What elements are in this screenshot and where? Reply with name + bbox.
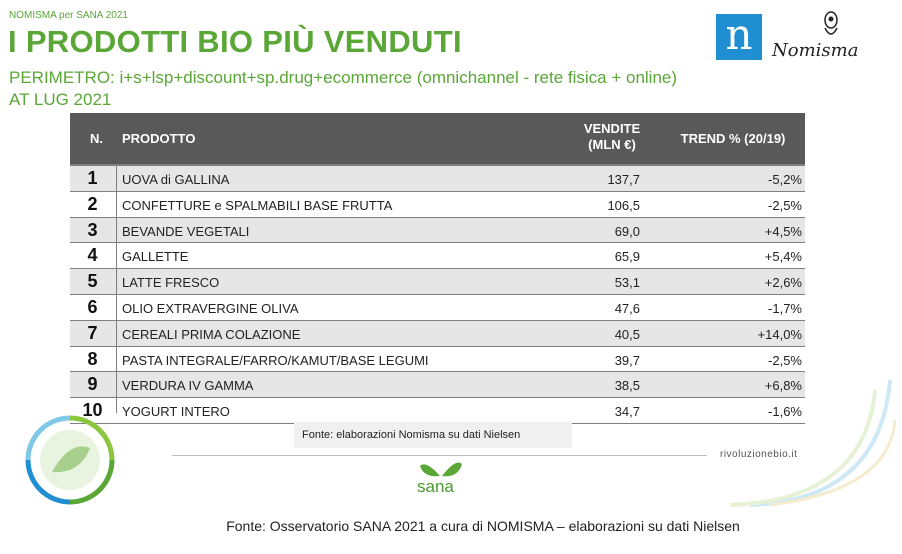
row-product: UOVA di GALLINA [122, 172, 230, 187]
row-product: OLIO EXTRAVERGINE OLIVA [122, 300, 299, 316]
nomisma-logo-word: Nomisma [772, 40, 859, 61]
row-product: GALLETTE [122, 249, 189, 265]
footer-source: Fonte: Osservatorio SANA 2021 a cura di … [226, 518, 740, 534]
table-row: 10 YOGURT INTERO 34,7 -1,6% [70, 398, 805, 424]
row-rank: 3 [87, 219, 98, 240]
table-row: 3 BEVANDE VEGETALI 69,0 +4,5% [70, 217, 805, 244]
row-sales: 137,7 [607, 172, 640, 187]
row-trend: -1,6% [768, 404, 802, 420]
row-trend: -5,2% [768, 172, 802, 187]
table-row: 4 GALLETTE 65,9 +5,4% [70, 243, 805, 270]
source-box: Fonte: elaborazioni Nomisma su dati Niel… [294, 422, 572, 448]
sana-leaf-icon [420, 462, 462, 477]
decorative-swoosh-icon [729, 379, 897, 507]
subtitle-perimeter: PERIMETRO: i+s+lsp+discount+sp.drug+ecom… [9, 68, 678, 87]
table-row: 6 OLIO EXTRAVERGINE OLIVA 47,6 -1,7% [70, 294, 805, 321]
row-sales: 106,5 [607, 197, 640, 213]
row-trend: -2,5% [768, 352, 802, 368]
row-trend: +4,5% [764, 223, 802, 239]
row-trend: -1,7% [768, 300, 802, 316]
row-product: PASTA INTEGRALE/FARRO/KAMUT/BASE LEGUMI [122, 352, 429, 368]
table-row: 8 PASTA INTEGRALE/FARRO/KAMUT/BASE LEGUMI… [70, 346, 805, 373]
crest-icon [824, 11, 838, 35]
row-trend: +6,8% [764, 378, 802, 394]
row-rank: 2 [87, 193, 98, 214]
header-product: PRODOTTO [122, 131, 196, 146]
row-product: LATTE FRESCO [122, 275, 220, 291]
row-trend: +14,0% [757, 326, 802, 342]
header-sales: VENDITE (MLN €) [570, 121, 654, 153]
subtitle: PERIMETRO: i+s+lsp+discount+sp.drug+ecom… [9, 67, 809, 111]
site-label: rivoluzionebio.it [720, 449, 798, 460]
row-rank: 1 [87, 168, 98, 188]
table-row: 2 CONFETTURE e SPALMABILI BASE FRUTTA 106,… [70, 191, 805, 218]
row-trend: +5,4% [764, 249, 802, 265]
row-rank: 7 [87, 322, 98, 343]
table-row: 9 VERDURA IV GAMMA 38,5 +6,8% [70, 372, 805, 399]
row-rank: 8 [87, 348, 98, 369]
row-sales: 53,1 [614, 275, 640, 291]
row-sales: 34,7 [614, 404, 640, 420]
row-rank: 5 [87, 271, 98, 292]
row-rank: 4 [87, 245, 98, 266]
row-sales: 39,7 [614, 352, 640, 368]
sana-logo-word: sana [417, 477, 454, 496]
table-body: 1 UOVA di GALLINA 137,7 -5,2% 2 CONFETTURE e … [70, 166, 805, 424]
row-product: CONFETTURE e SPALMABILI BASE FRUTTA [122, 197, 393, 213]
table-header: N. PRODOTTO VENDITE (MLN €) TREND % (20/… [70, 113, 805, 166]
row-sales: 40,5 [614, 326, 640, 342]
row-product: VERDURA IV GAMMA [122, 378, 254, 394]
header-trend: TREND % (20/19) [680, 131, 786, 146]
row-sales: 65,9 [614, 249, 640, 265]
products-table: N. PRODOTTO VENDITE (MLN €) TREND % (20/… [70, 113, 805, 424]
subtitle-period: AT LUG 2021 [9, 90, 112, 109]
column-divider [116, 164, 117, 413]
row-rank: 10 [82, 400, 103, 421]
row-product: CEREALI PRIMA COLAZIONE [122, 326, 301, 342]
table-row: 7 CEREALI PRIMA COLAZIONE 40,5 +14,0% [70, 320, 805, 347]
header-n: N. [90, 131, 103, 146]
row-trend: -2,5% [768, 197, 802, 213]
row-product: BEVANDE VEGETALI [122, 223, 250, 239]
row-product: YOGURT INTERO [122, 404, 230, 420]
nomisma-logo-letter: n [716, 14, 762, 60]
header-sales-line1: VENDITE [583, 121, 641, 136]
row-rank: 9 [87, 374, 98, 395]
table-row: 5 LATTE FRESCO 53,1 +2,6% [70, 269, 805, 295]
divider [172, 455, 707, 456]
row-sales: 38,5 [614, 378, 640, 394]
row-trend: +2,6% [764, 275, 802, 291]
eyebrow-label: NOMISMA per SANA 2021 [9, 10, 128, 21]
bio-leaf-emblem-icon [25, 415, 115, 505]
row-sales: 69,0 [614, 223, 640, 239]
page-title: I PRODOTTI BIO PIÙ VENDUTI [8, 24, 462, 59]
header-sales-line2: (MLN €) [588, 137, 636, 152]
row-sales: 47,6 [614, 300, 640, 316]
row-rank: 6 [87, 296, 98, 317]
table-row: 1 UOVA di GALLINA 137,7 -5,2% [70, 166, 805, 192]
